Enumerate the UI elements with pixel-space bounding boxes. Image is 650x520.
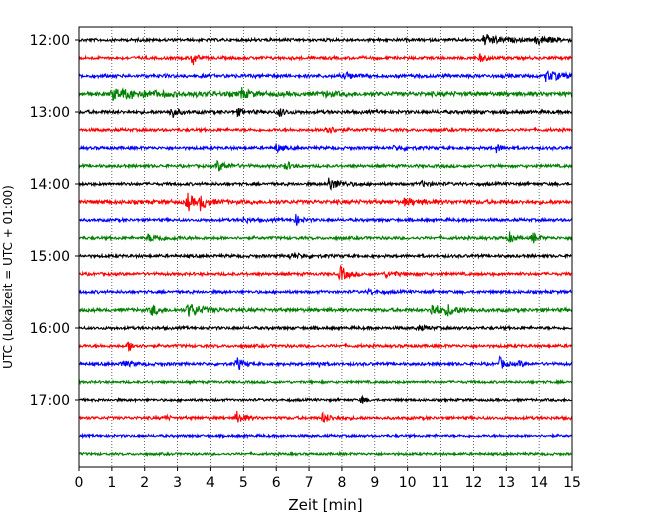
y-tick-label: 16:00 [30, 321, 70, 337]
trace-1645 [78, 378, 573, 386]
x-tick-label: 8 [337, 475, 346, 491]
trace-1715 [78, 410, 573, 424]
trace-1315 [78, 126, 573, 134]
plot-frame [78, 26, 573, 468]
trace-1530 [78, 287, 573, 296]
y-axis-label: UTC (Lokalzeit = UTC + 01:00) [1, 185, 15, 369]
x-tick-label: 4 [206, 475, 215, 491]
x-axis: 0 1 2 3 4 5 6 7 8 9 10 11 12 13 14 15 [75, 467, 581, 491]
x-tick-label: 2 [140, 475, 149, 491]
trace-1600 [78, 323, 573, 332]
trace-1615 [78, 341, 573, 352]
trace-1245 [78, 86, 573, 102]
x-axis-label: Zeit [min] [288, 496, 362, 514]
trace-1515 [78, 264, 573, 281]
trace-1200 [78, 33, 573, 47]
y-tick-label: 13:00 [30, 105, 70, 121]
x-tick-label: 14 [530, 475, 548, 491]
x-tick-label: 11 [432, 475, 450, 491]
trace-1430 [78, 213, 573, 226]
trace-1300 [78, 107, 573, 118]
x-tick-label: 9 [370, 475, 379, 491]
x-tick-label: 15 [563, 475, 581, 491]
x-tick-label: 10 [399, 475, 417, 491]
seismic-traces [78, 33, 573, 458]
y-tick-label: 15:00 [30, 249, 70, 265]
y-tick-label: 17:00 [30, 393, 70, 409]
trace-1345 [78, 159, 573, 172]
trace-1630 [78, 354, 573, 371]
x-tick-label: 6 [272, 475, 281, 491]
trace-1500 [78, 251, 573, 261]
trace-1400 [78, 177, 573, 192]
y-tick-label: 14:00 [30, 177, 70, 193]
y-axis: 12:00 13:00 14:00 15:00 16:00 17:00 [30, 33, 79, 409]
x-tick-label: 1 [107, 475, 116, 491]
x-tick-label: 5 [239, 475, 248, 491]
x-tick-label: 0 [75, 475, 84, 491]
trace-1230 [78, 69, 573, 82]
grid-lines [111, 27, 540, 467]
trace-1215 [78, 53, 573, 66]
x-tick-label: 7 [305, 475, 314, 491]
trace-1730 [78, 432, 573, 440]
trace-1415 [78, 192, 573, 212]
trace-1545 [78, 303, 573, 317]
trace-1745 [78, 450, 573, 458]
trace-1700 [78, 394, 573, 404]
x-tick-label: 13 [497, 475, 515, 491]
x-tick-label: 12 [464, 475, 482, 491]
x-tick-label: 3 [173, 475, 182, 491]
trace-1445 [78, 231, 573, 244]
y-tick-label: 12:00 [30, 33, 70, 49]
trace-1330 [78, 143, 573, 154]
